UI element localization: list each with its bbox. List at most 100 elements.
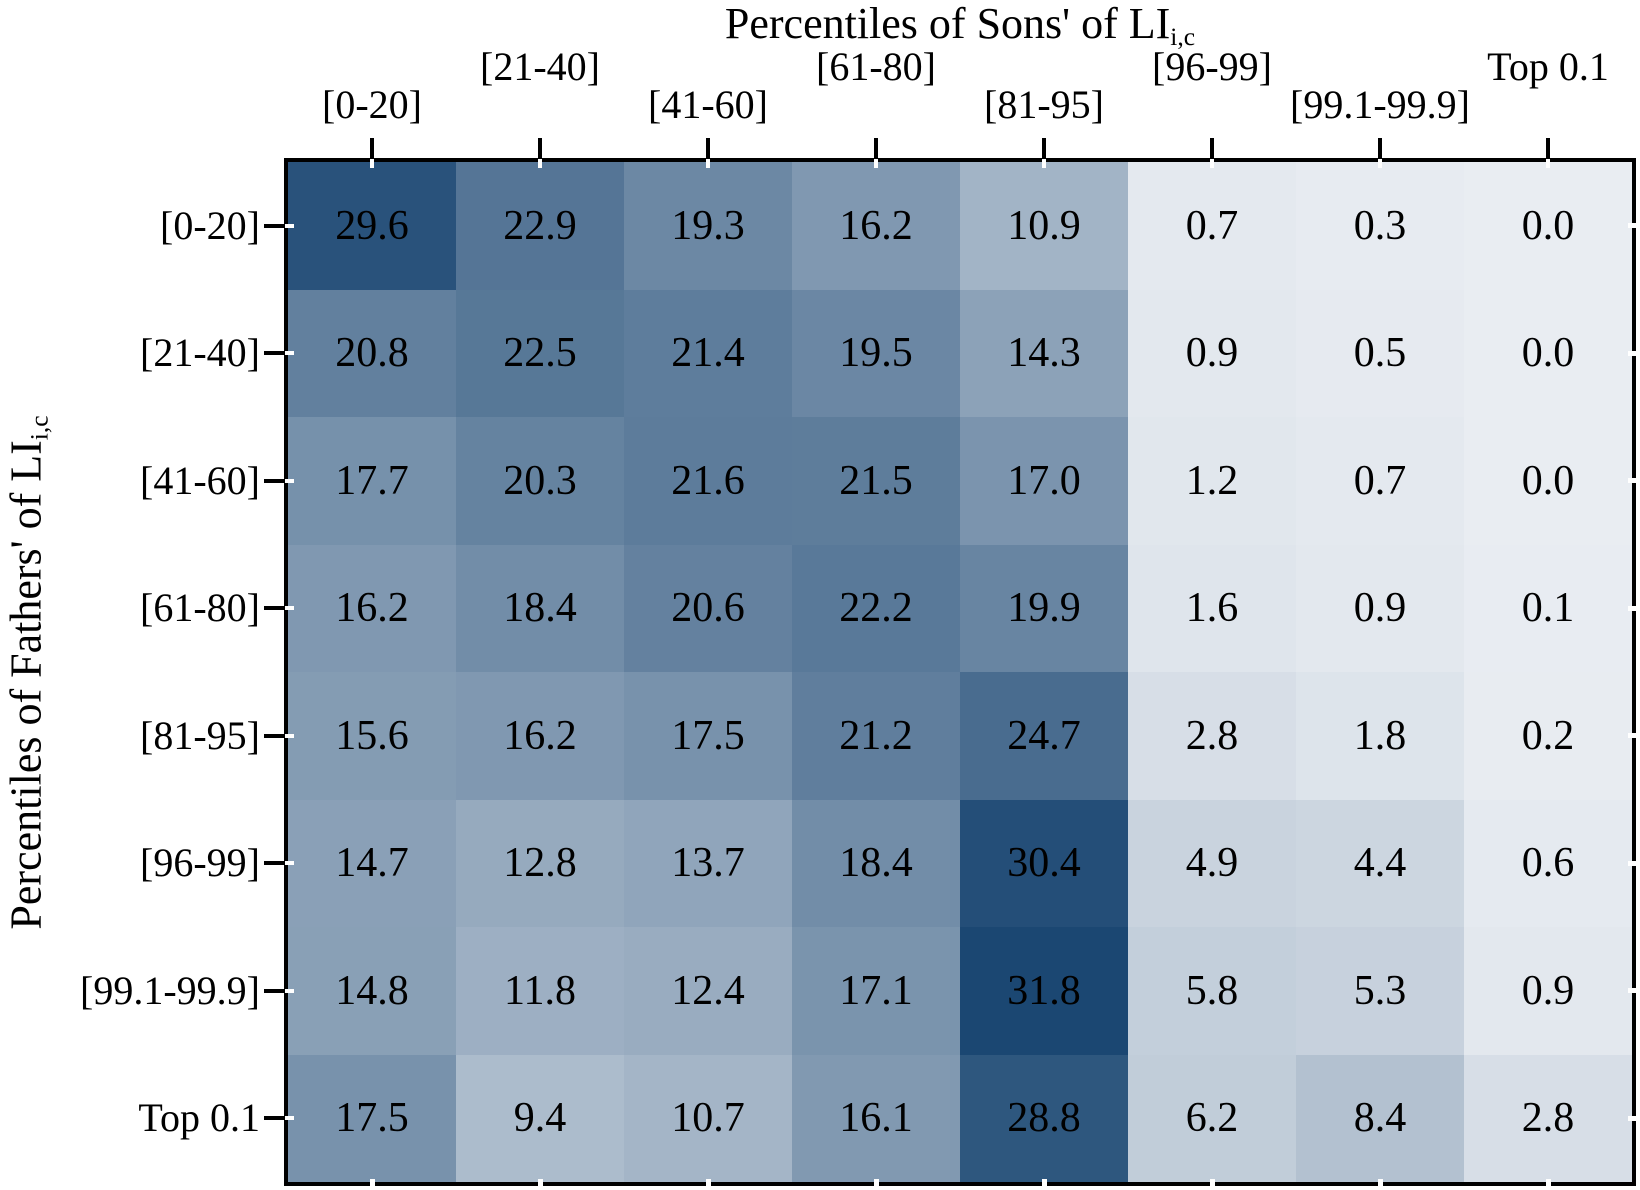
- heatmap-cell: 1.8: [1296, 672, 1464, 800]
- heatmap-cell: 0.1: [1464, 544, 1632, 672]
- heatmap-cell: 17.0: [960, 417, 1128, 545]
- y-tick: [264, 733, 284, 738]
- x-tick-notch-bottom: [873, 1179, 879, 1188]
- heatmap-cell: 20.6: [624, 544, 792, 672]
- x-tick-label: [99.1-99.9]: [1290, 82, 1470, 127]
- y-tick: [264, 351, 284, 356]
- y-tick-notch-right: [1628, 1115, 1637, 1121]
- x-tick: [1546, 138, 1550, 158]
- y-tick: [264, 606, 284, 611]
- y-tick-notch-left: [285, 606, 294, 611]
- x-tick-label: [81-95]: [984, 82, 1104, 127]
- heatmap-cell: 0.0: [1464, 162, 1632, 290]
- heatmap-cell: 10.9: [960, 162, 1128, 290]
- y-tick-label: [96-99]: [140, 840, 260, 886]
- x-tick-notch-top: [1378, 159, 1382, 168]
- x-tick: [1210, 138, 1214, 158]
- y-tick-notch-left: [285, 861, 294, 866]
- y-tick-notch-right: [1628, 733, 1637, 739]
- heatmap-cell: 10.7: [624, 1054, 792, 1182]
- heatmap-cell: 0.7: [1128, 162, 1296, 290]
- heatmap-cell: 22.2: [792, 544, 960, 672]
- x-tick: [874, 138, 878, 158]
- y-axis-title: Percentiles of Fathers' of LIi,c: [0, 158, 54, 1186]
- heatmap-cell: 19.3: [624, 162, 792, 290]
- x-tick-label: [41-60]: [648, 82, 768, 127]
- y-tick-notch-right: [1628, 478, 1637, 484]
- y-tick-notch-right: [1628, 860, 1637, 866]
- y-tick: [264, 988, 284, 993]
- heatmap-cell: 18.4: [792, 799, 960, 927]
- heatmap-cell: 0.9: [1128, 289, 1296, 417]
- heatmap-cell: 8.4: [1296, 1054, 1464, 1182]
- heatmap-cell: 24.7: [960, 672, 1128, 800]
- heatmap-cell: 18.4: [456, 544, 624, 672]
- heatmap-cell: 16.2: [288, 544, 456, 672]
- heatmap-cell: 0.0: [1464, 289, 1632, 417]
- heatmap-cell: 20.8: [288, 289, 456, 417]
- x-tick-notch-bottom: [369, 1179, 375, 1188]
- x-tick-label: [96-99]: [1152, 44, 1272, 89]
- heatmap-cell: 4.4: [1296, 799, 1464, 927]
- y-tick-notch-right: [1628, 223, 1637, 229]
- heatmap-cell: 17.7: [288, 417, 456, 545]
- heatmap-cell: 2.8: [1128, 672, 1296, 800]
- heatmap-cell: 17.1: [792, 927, 960, 1055]
- y-tick-notch-left: [285, 988, 294, 993]
- x-tick-label: [0-20]: [322, 82, 422, 127]
- heatmap-cells-grid: 29.6 22.9 19.3 16.2 10.9 0.7 0.3 0.0 20.8 22.5 21.…: [288, 162, 1632, 1182]
- x-tick-notch-bottom: [1545, 1179, 1551, 1188]
- heatmap-cell: 0.2: [1464, 672, 1632, 800]
- y-tick-notch-right: [1628, 605, 1637, 611]
- heatmap-cell: 19.5: [792, 289, 960, 417]
- heatmap-cell: 4.9: [1128, 799, 1296, 927]
- heatmap-cell: 6.2: [1128, 1054, 1296, 1182]
- x-tick-notch-top: [1546, 159, 1550, 168]
- heatmap-cell: 2.8: [1464, 1054, 1632, 1182]
- y-tick: [264, 1116, 284, 1121]
- heatmap-cell: 14.8: [288, 927, 456, 1055]
- heatmap-cell: 12.4: [624, 927, 792, 1055]
- y-axis-title-subscript: i,c: [24, 414, 54, 440]
- y-tick-label: [41-60]: [140, 457, 260, 503]
- heatmap-cell: 13.7: [624, 799, 792, 927]
- x-axis-title: Percentiles of Sons' of LIi,c: [284, 0, 1636, 54]
- y-tick-notch-left: [285, 223, 294, 228]
- x-tick: [370, 138, 374, 158]
- x-tick-notch-top: [1042, 159, 1046, 168]
- heatmap-cell: 31.8: [960, 927, 1128, 1055]
- x-tick-label: [61-80]: [816, 44, 936, 89]
- heatmap-cell: 29.6: [288, 162, 456, 290]
- x-tick: [538, 138, 542, 158]
- heatmap-cell: 0.5: [1296, 289, 1464, 417]
- heatmap-plot-area: 29.6 22.9 19.3 16.2 10.9 0.7 0.3 0.0 20.8 22.5 21.…: [284, 158, 1636, 1186]
- heatmap-cell: 5.3: [1296, 927, 1464, 1055]
- x-tick-notch-top: [370, 159, 374, 168]
- heatmap-cell: 16.2: [792, 162, 960, 290]
- x-tick-notch-top: [538, 159, 542, 168]
- heatmap-cell: 12.8: [456, 799, 624, 927]
- heatmap-cell: 0.7: [1296, 417, 1464, 545]
- heatmap-cell: 0.6: [1464, 799, 1632, 927]
- y-tick-notch-left: [285, 1116, 294, 1121]
- x-tick-label: Top 0.1: [1487, 44, 1609, 89]
- heatmap-cell: 16.1: [792, 1054, 960, 1182]
- x-tick-notch-top: [706, 159, 710, 168]
- heatmap-cell: 0.9: [1296, 544, 1464, 672]
- heatmap-cell: 1.2: [1128, 417, 1296, 545]
- y-tick: [264, 223, 284, 228]
- x-tick-notch-bottom: [705, 1179, 711, 1188]
- y-tick-notch-right: [1628, 988, 1637, 994]
- x-tick-label: [21-40]: [480, 44, 600, 89]
- x-axis-title-text: Percentiles of Sons' of LI: [724, 0, 1171, 48]
- heatmap-cell: 0.9: [1464, 927, 1632, 1055]
- heatmap-cell: 15.6: [288, 672, 456, 800]
- x-tick-notch-top: [1210, 159, 1214, 168]
- y-tick: [264, 861, 284, 866]
- heatmap-cell: 17.5: [624, 672, 792, 800]
- heatmap-cell: 0.0: [1464, 417, 1632, 545]
- heatmap-cell: 1.6: [1128, 544, 1296, 672]
- x-tick-notch-top: [874, 159, 878, 168]
- x-tick: [1378, 138, 1382, 158]
